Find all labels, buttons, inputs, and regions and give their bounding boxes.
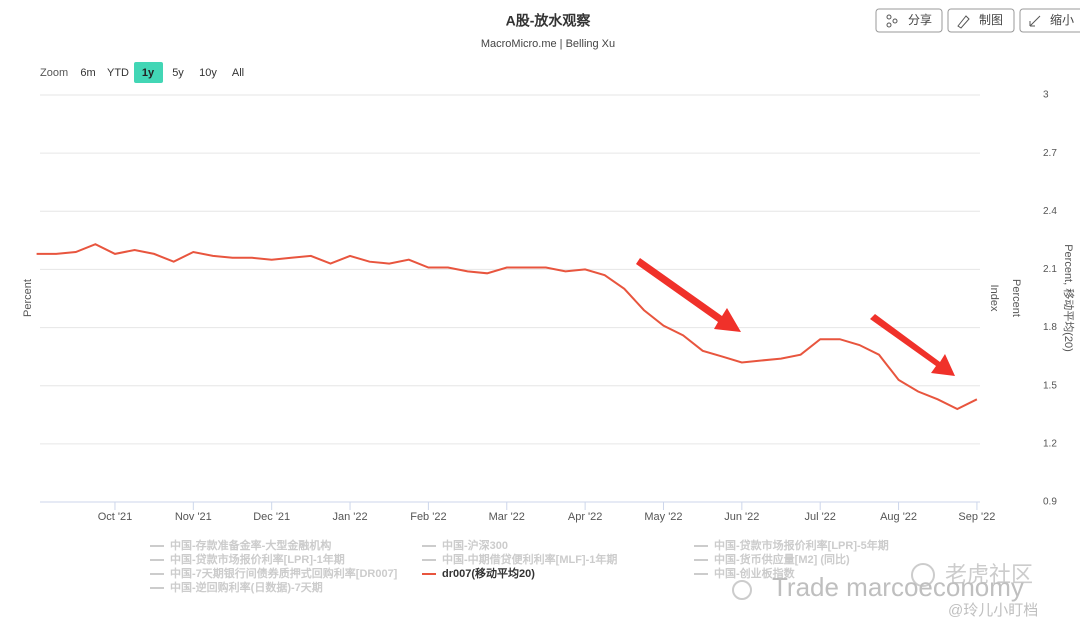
watermark-author: @玲儿小盯档 (948, 602, 1038, 619)
zoom-option[interactable]: 10y (199, 67, 217, 79)
zoom-option[interactable]: YTD (107, 67, 129, 79)
x-tick-label: Dec '21 (253, 511, 290, 523)
x-tick-label: Jan '22 (332, 511, 367, 523)
zoom-option[interactable]: 1y (142, 67, 155, 79)
zoom-selected (134, 62, 163, 83)
annotation-arrow (870, 314, 955, 376)
button-label[interactable]: 制图 (979, 13, 1003, 27)
watermark: 老虎社区 Trade marcoeconomy @玲儿小盯档 (732, 562, 1038, 619)
y-axis-title: Percent, 移动平均(20) (1062, 244, 1075, 352)
zoom-options: 6m YTD 1y 5y 10y All (80, 62, 244, 83)
y-tick-label: 2.7 (1043, 148, 1057, 159)
y-tick-label: 3 (1043, 90, 1049, 101)
y-axis-title: Index (988, 285, 1000, 312)
legend: 中国-存款准备金率-大型金融机构 中国-沪深300 中国-贷款市场报价利率[LPR]… (150, 538, 889, 594)
chart-subtitle: MacroMicro.me | Belling Xu (481, 38, 615, 50)
x-tick-label: Apr '22 (568, 511, 603, 523)
watermark-brand: 老虎社区 (945, 562, 1033, 587)
legend-item[interactable]: 中国-贷款市场报价利率[LPR]-1年期 (170, 552, 345, 566)
chart-title: A股-放水观察 (506, 13, 592, 29)
watermark-text: Trade marcoeconomy (772, 572, 1024, 602)
x-tick-label: Mar '22 (489, 511, 525, 523)
y-tick-label: 2.4 (1043, 206, 1057, 217)
annotation-arrow (636, 258, 741, 332)
y-tick-label: 0.9 (1043, 497, 1057, 508)
legend-item[interactable]: 中国-沪深300 (442, 538, 508, 552)
x-tick-label: Nov '21 (175, 511, 212, 523)
zoom-option[interactable]: 6m (80, 67, 95, 79)
plot-area: 0.9 1.2 1.5 1.8 2.1 2.4 2.7 3 Oct '21 Nov '21 Dec … (36, 90, 1057, 523)
x-tick-label: Sep '22 (958, 511, 995, 523)
zoom-option[interactable]: 5y (172, 67, 184, 79)
zoom-out-button[interactable]: 缩小 (1019, 8, 1080, 33)
legend-item[interactable]: dr007(移动平均20) (442, 566, 535, 580)
y-axis-title: Percent (1010, 279, 1022, 317)
y-tick-label: 1.5 (1043, 380, 1057, 391)
y-axis-title: Percent (22, 279, 34, 317)
x-tick-label: Jul '22 (804, 511, 835, 523)
legend-item[interactable]: 中国-7天期银行间债券质押式回购利率[DR007] (170, 566, 398, 580)
x-tick-label: Jun '22 (724, 511, 759, 523)
draw-button[interactable]: 制图 (947, 8, 1015, 33)
legend-item[interactable]: 中国-货币供应量[M2] (同比) (714, 552, 850, 566)
button-label[interactable]: 缩小 (1050, 12, 1074, 27)
legend-item[interactable]: 中国-存款准备金率-大型金融机构 (170, 538, 331, 552)
series-line (36, 243, 978, 411)
legend-item[interactable]: 中国-创业板指数 (714, 566, 796, 580)
x-tick-label: Aug '22 (880, 511, 917, 523)
x-tick-label: Feb '22 (410, 511, 446, 523)
button-label[interactable]: 分享 (908, 12, 932, 27)
x-tick-label: May '22 (644, 511, 682, 523)
legend-item[interactable]: 中国-中期借贷便利利率[MLF]-1年期 (442, 552, 617, 566)
y-tick-label: 2.1 (1043, 264, 1057, 275)
zoom-label: Zoom (40, 67, 68, 79)
y-tick-label: 1.8 (1043, 322, 1057, 333)
y-tick-label: 1.2 (1043, 438, 1057, 449)
share-button[interactable]: 分享 (875, 8, 943, 33)
zoom-option[interactable]: All (232, 67, 244, 79)
x-tick-label: Oct '21 (98, 511, 133, 523)
legend-item[interactable]: 中国-逆回购利率(日数据)-7天期 (170, 580, 323, 594)
legend-item[interactable]: 中国-贷款市场报价利率[LPR]-5年期 (714, 538, 889, 552)
